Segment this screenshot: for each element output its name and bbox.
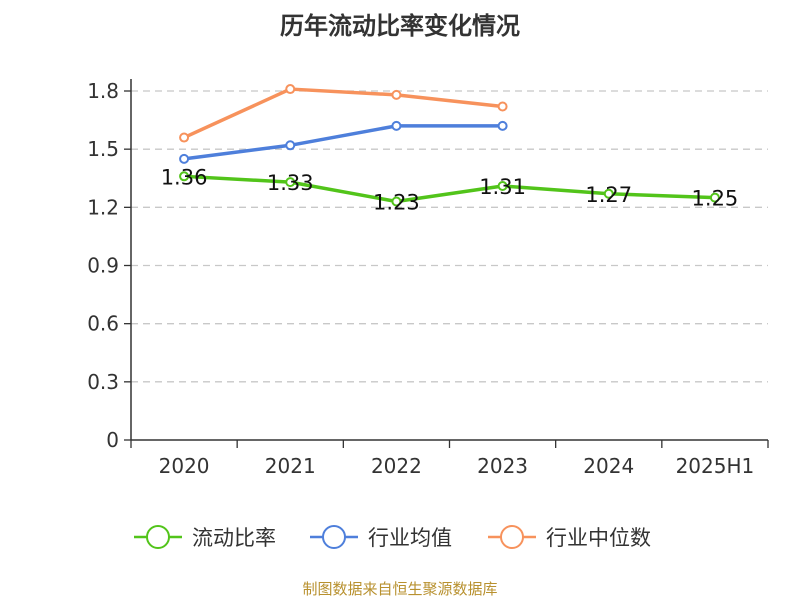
data-point: [497, 181, 508, 192]
legend: 流动比率 行业均值 行业中位数: [134, 525, 651, 550]
data-point: [179, 171, 190, 182]
data-point: [391, 120, 402, 131]
data-point: [497, 120, 508, 131]
data-point: [179, 153, 190, 164]
data-point: [285, 177, 296, 188]
y-tick-label: 0.9: [87, 254, 119, 278]
data-label: 1.23: [373, 191, 420, 215]
series-layer: [179, 84, 720, 207]
data-label: 1.36: [161, 165, 208, 189]
legend-marker: [500, 525, 524, 549]
data-label: 1.27: [585, 183, 632, 207]
data-label-layer: 1.36 1.33 1.23 1.31 1.27 1.25: [161, 165, 739, 214]
chart-title: 历年流动比率变化情况: [280, 12, 520, 40]
legend-label: 流动比率: [192, 526, 276, 550]
data-label: 1.31: [479, 175, 526, 199]
x-tick-label: 2022: [371, 454, 422, 478]
y-tick-label: 0.3: [87, 370, 119, 394]
y-tick-label: 1.8: [87, 79, 119, 103]
series-line-2: [183, 87, 503, 140]
data-point: [391, 196, 402, 207]
data-label: 1.33: [267, 171, 314, 195]
data-point: [391, 89, 402, 100]
data-point: [709, 192, 720, 203]
grid-layer: [131, 90, 768, 383]
y-tick-label: 1.2: [87, 195, 119, 219]
series-line-0: [183, 174, 715, 204]
x-tick-label: 2024: [583, 454, 634, 478]
legend-marker: [146, 525, 170, 549]
x-tick-label: 2021: [265, 454, 316, 478]
legend-label: 行业中位数: [546, 526, 651, 550]
x-tick-label: 2020: [159, 454, 210, 478]
data-point: [285, 84, 296, 95]
data-point: [179, 132, 190, 143]
data-point: [497, 101, 508, 112]
data-point: [603, 188, 614, 199]
x-tick-label: 2025H1: [676, 454, 755, 478]
x-tick-label: 2023: [477, 454, 528, 478]
series-line-1: [183, 124, 503, 161]
y-tick-label: 0.6: [87, 312, 119, 336]
legend-marker: [322, 525, 346, 549]
legend-label: 行业均值: [368, 526, 452, 550]
data-source-note: 制图数据来自恒生聚源数据库: [302, 580, 498, 598]
axis-layer: 0 0.3 0.6 0.9 1.2 1.5 1.8 2020 2021 2022 2023 2024 2…: [87, 79, 769, 478]
y-tick-label: 1.5: [87, 137, 119, 161]
y-tick-label: 0: [106, 428, 119, 452]
data-point: [285, 140, 296, 151]
data-label: 1.25: [692, 187, 739, 211]
